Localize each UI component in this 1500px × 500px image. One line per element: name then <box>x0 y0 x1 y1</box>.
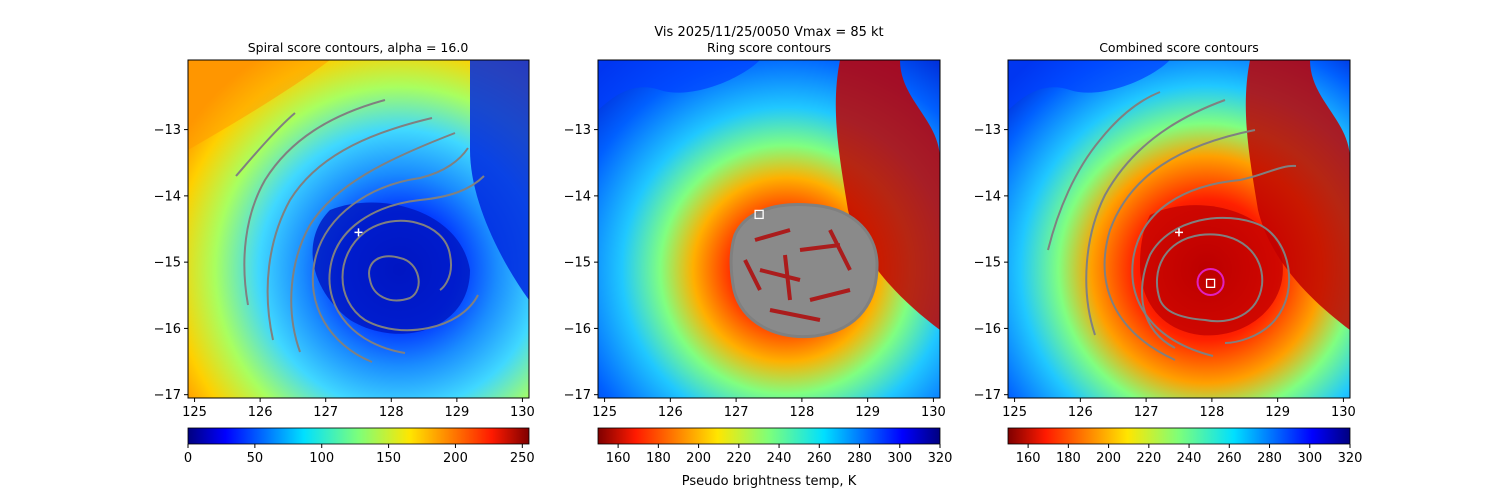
x-tick-label: 127 <box>313 405 338 420</box>
y-tick-label: −13 <box>974 123 1001 138</box>
panel-title: Spiral score contours, alpha = 16.0 <box>248 40 469 55</box>
markers <box>754 209 764 220</box>
colorbar-tick-label: 180 <box>646 451 671 466</box>
y-tick-label: −17 <box>564 388 591 403</box>
y-tick-label: −15 <box>154 256 181 271</box>
x-tick-label: 130 <box>510 405 535 420</box>
plot-frame <box>1007 59 1351 399</box>
y-tick-label: −14 <box>154 189 181 204</box>
colorbar-label: Pseudo brightness temp, K <box>682 474 857 489</box>
colorbar-tick-label: 320 <box>1338 451 1363 466</box>
colorbar-tick-label: 260 <box>807 451 832 466</box>
colorbar-tick-label: 0 <box>184 451 192 466</box>
spiral-contours <box>235 99 485 363</box>
colorbar-tick-label: 240 <box>1177 451 1202 466</box>
colorbar-tick-label: 300 <box>1297 451 1322 466</box>
y-tick-label: −16 <box>974 322 1001 337</box>
colorbar-tick-label: 320 <box>928 451 953 466</box>
cold-cloud-band <box>835 60 940 330</box>
center-square-marker <box>754 209 764 220</box>
colorbar-tick-label: 160 <box>606 451 631 466</box>
colorbar-tick-label: 250 <box>510 451 535 466</box>
dark-core <box>312 202 470 334</box>
x-tick-label: 128 <box>379 405 404 420</box>
panel-ring: Ring score contours 125 126 127 128 129 130 −1… <box>564 40 953 489</box>
y-tick-label: −16 <box>564 322 591 337</box>
ring-score-texture <box>743 228 852 322</box>
x-tick-label: 127 <box>724 405 749 420</box>
x-tick-label: 126 <box>248 405 273 420</box>
x-tick-label: 129 <box>444 405 469 420</box>
y-tick-label: −13 <box>564 123 591 138</box>
colorbar-ticks: 0 50 100 150 200 250 <box>184 444 535 466</box>
colorbar-tick-label: 280 <box>847 451 872 466</box>
colorbar-tick-label: 280 <box>1257 451 1282 466</box>
x-tick-label: 126 <box>1068 405 1093 420</box>
cold-cloud-band <box>1245 60 1350 330</box>
y-tick-label: −15 <box>974 256 1001 271</box>
y-tick-label: −16 <box>154 322 181 337</box>
panel-combined: Combined score contours 125 126 127 128 129 1… <box>974 40 1363 466</box>
x-tick-label: 125 <box>1002 405 1027 420</box>
colorbar-ticks: 160 180 200 220 240 260 280 300 320 <box>606 444 953 466</box>
colorbar-tick-label: 200 <box>686 451 711 466</box>
warm-corner <box>188 60 330 150</box>
colorbar-tick-label: 180 <box>1056 451 1081 466</box>
y-tick-label: −17 <box>154 388 181 403</box>
blue-edge <box>598 60 760 110</box>
colorbar-tick-label: 50 <box>247 451 264 466</box>
colorbar-tick-label: 220 <box>1136 451 1161 466</box>
x-tick-label: 130 <box>1331 405 1356 420</box>
figure-suptitle: Vis 2025/11/25/0050 Vmax = 85 kt <box>654 25 883 40</box>
cold-cloud-band <box>470 60 529 300</box>
x-tick-label: 128 <box>789 405 814 420</box>
colorbar-tick-label: 220 <box>726 451 751 466</box>
axes-ticks: 125 126 127 128 129 130 −13 −14 −15 −16 −17 <box>154 123 535 420</box>
axes-ticks: 125 126 127 128 129 130 −13 −14 −15 −16 −17 <box>564 123 946 420</box>
y-tick-label: −17 <box>974 388 1001 403</box>
y-tick-label: −14 <box>564 189 591 204</box>
colorbar <box>597 427 941 445</box>
x-tick-label: 129 <box>855 405 880 420</box>
colorbar <box>1007 427 1351 445</box>
colorbar-tick-label: 160 <box>1016 451 1041 466</box>
center-square-marker <box>1205 278 1216 288</box>
y-tick-label: −13 <box>154 123 181 138</box>
x-tick-label: 127 <box>1134 405 1159 420</box>
center-circle-marker <box>1196 268 1225 297</box>
colorbar-tick-label: 100 <box>309 451 334 466</box>
plot-frame <box>597 59 941 399</box>
dark-core <box>1140 205 1283 336</box>
colorbar-tick-label: 200 <box>1096 451 1121 466</box>
axes-ticks: 125 126 127 128 129 130 −13 −14 −15 −16 −17 <box>974 123 1356 420</box>
colorbar-tick-label: 150 <box>376 451 401 466</box>
x-tick-label: 126 <box>658 405 683 420</box>
colorbar-tick-label: 300 <box>887 451 912 466</box>
x-tick-label: 129 <box>1265 405 1290 420</box>
x-tick-label: 125 <box>182 405 207 420</box>
panel-title: Combined score contours <box>1099 40 1259 55</box>
x-tick-label: 130 <box>921 405 946 420</box>
combined-contours <box>1047 91 1297 361</box>
plot-frame <box>187 59 530 399</box>
markers <box>1175 228 1225 297</box>
x-tick-label: 128 <box>1199 405 1224 420</box>
colorbar <box>187 427 530 445</box>
y-tick-label: −15 <box>564 256 591 271</box>
panel-title: Ring score contours <box>707 40 831 55</box>
colorbar-ticks: 160 180 200 220 240 260 280 300 320 <box>1016 444 1363 466</box>
y-tick-label: −14 <box>974 189 1001 204</box>
markers <box>354 228 363 237</box>
x-tick-label: 125 <box>592 405 617 420</box>
center-guess-plus-marker <box>1175 228 1183 237</box>
panel-spiral: Spiral score contours, alpha = 16.0 125 1… <box>154 40 535 466</box>
colorbar-tick-label: 200 <box>443 451 468 466</box>
center-guess-plus-marker <box>354 228 363 237</box>
colorbar-tick-label: 240 <box>767 451 792 466</box>
blue-edge <box>1008 60 1170 110</box>
colorbar-tick-label: 260 <box>1217 451 1242 466</box>
